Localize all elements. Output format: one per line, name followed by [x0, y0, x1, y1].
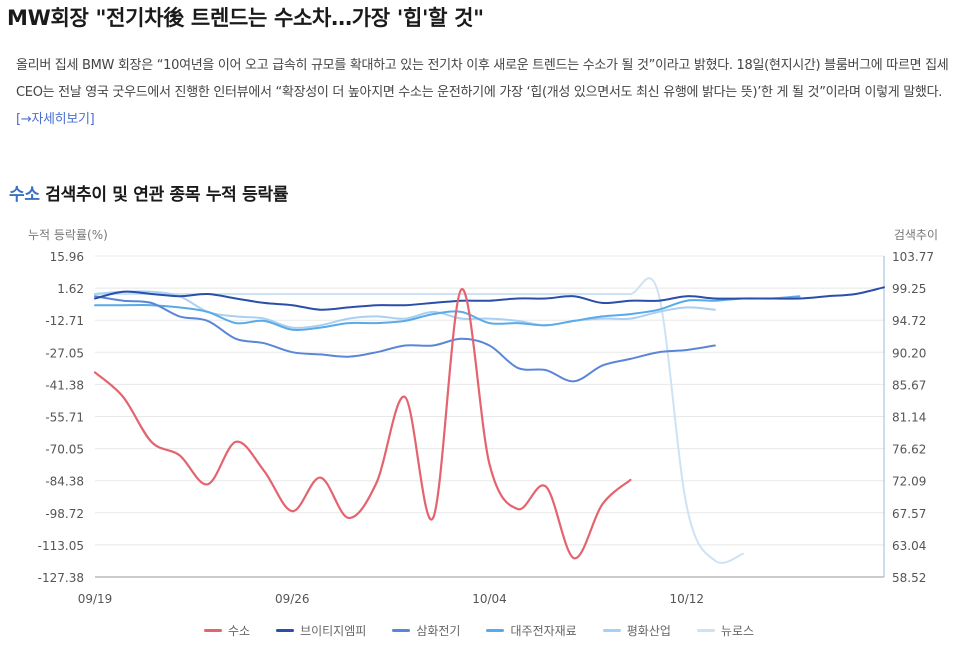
y-tick-label: -70.05: [45, 443, 84, 457]
y-tick-label: 15.96: [50, 250, 84, 264]
x-tick-label: 10/04: [472, 592, 507, 606]
y2-axis-title: 검색추이: [894, 228, 938, 242]
legend-swatch: [696, 629, 715, 632]
legend-swatch: [276, 629, 295, 632]
chart-legend: 수소 브이티지엠피 삼화전기 대주전자재료 평화산업 뉴로스: [0, 622, 958, 639]
series-line-브이티지엠피: [94, 286, 885, 311]
y-tick-label: -98.72: [45, 507, 84, 521]
legend-item[interactable]: 브이티지엠피: [276, 622, 366, 639]
y-tick-label: -55.71: [45, 411, 84, 425]
y2-tick-label: 103.77: [892, 250, 934, 264]
series-line-뉴로스: [94, 277, 745, 564]
legend-item[interactable]: 수소: [203, 622, 251, 639]
y-tick-label: -41.38: [45, 378, 84, 392]
y-axis-title: 누적 등락률(%): [28, 228, 108, 242]
trend-chart: 누적 등락률(%) 검색추이 15.96 1.62 -12.71 -27.05 -41.38…: [28, 228, 938, 606]
y2-tick-label: 72.09: [892, 475, 926, 489]
y2-tick-label: 90.20: [892, 346, 926, 360]
y2-tick-label: 58.52: [892, 571, 926, 585]
read-more-link[interactable]: [→자세히보기]: [16, 112, 95, 127]
y-tick-label: -12.71: [45, 314, 84, 328]
x-tick-label: 10/12: [669, 592, 704, 606]
y-tick-label: -113.05: [38, 539, 84, 553]
legend-item[interactable]: 대주전자재료: [486, 622, 577, 639]
y-tick-label: -127.38: [38, 571, 84, 585]
series-line-대주전자재료: [94, 295, 801, 332]
y2-tick-label: 63.04: [892, 539, 926, 553]
series-line-평화산업: [94, 290, 716, 329]
x-tick-label: 09/26: [275, 592, 310, 606]
legend-swatch: [486, 629, 505, 632]
x-tick-label: 09/19: [78, 592, 113, 606]
headline: MW회장 "전기차後 트렌드는 수소차…가장 '힙'할 것": [7, 6, 484, 30]
y2-tick-label: 85.67: [892, 378, 926, 392]
y2-tick-label: 99.25: [892, 282, 926, 296]
legend-swatch: [602, 629, 621, 632]
y2-tick-label: 94.72: [892, 314, 926, 328]
legend-item[interactable]: 뉴로스: [696, 622, 755, 639]
legend-label: 뉴로스: [720, 624, 755, 638]
y-tick-label: -84.38: [45, 475, 84, 489]
article-body: 올리버 집세 BMW 회장은 “10여년을 이어 오고 급속히 규모를 확대하고…: [16, 52, 952, 133]
y-tick-label: -27.05: [45, 346, 84, 360]
legend-item[interactable]: 삼화전기: [392, 622, 460, 639]
legend-item[interactable]: 평화산업: [602, 622, 671, 639]
section-title-keyword: 수소: [9, 185, 40, 205]
section-title: 수소 검색추이 및 연관 종목 누적 등락률: [9, 180, 288, 205]
legend-label: 평화산업: [626, 624, 671, 638]
legend-label: 수소: [227, 624, 251, 638]
article-text: 올리버 집세 BMW 회장은 “10여년을 이어 오고 급속히 규모를 확대하고…: [16, 58, 949, 100]
y-tick-label: 1.62: [57, 282, 84, 296]
legend-label: 삼화전기: [416, 624, 461, 638]
y2-tick-label: 67.57: [892, 507, 926, 521]
legend-label: 대주전자재료: [510, 624, 577, 638]
series-line-삼화전기: [94, 295, 716, 383]
series-line-수소: [93, 288, 632, 560]
section-title-text: 검색추이 및 연관 종목 누적 등락률: [39, 185, 289, 205]
y2-tick-label: 76.62: [892, 443, 926, 457]
legend-swatch: [392, 629, 411, 632]
legend-label: 브이티지엠피: [300, 624, 367, 638]
legend-swatch: [203, 629, 222, 632]
y2-tick-label: 81.14: [892, 411, 926, 425]
